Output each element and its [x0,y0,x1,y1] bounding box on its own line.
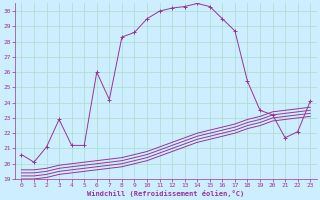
X-axis label: Windchill (Refroidissement éolien,°C): Windchill (Refroidissement éolien,°C) [87,190,244,197]
